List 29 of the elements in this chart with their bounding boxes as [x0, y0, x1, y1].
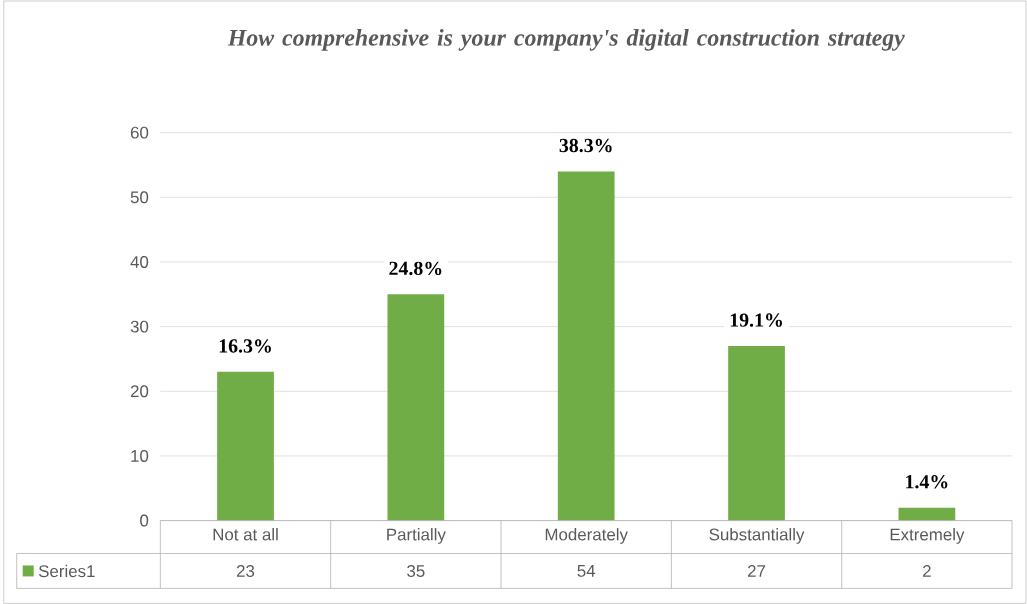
x-tick-label: Substantially: [709, 527, 805, 544]
bar: [728, 345, 785, 521]
x-tick-label: Partially: [387, 527, 446, 544]
annotation: 1.4%: [906, 474, 948, 489]
chart-title: How comprehensive is your company's digital construction strategy: [227, 28, 905, 51]
x-tick-label: Moderately: [545, 527, 628, 544]
x-tick-label: Extremely: [890, 527, 965, 544]
legend-label: Series1: [38, 564, 95, 577]
bar: [898, 507, 956, 521]
bar: [557, 171, 615, 521]
y-tick-label: 0: [140, 514, 149, 527]
y-tick-label: 60: [130, 126, 149, 139]
y-tick-label: 10: [131, 449, 149, 462]
data-label: 23: [236, 564, 255, 577]
data-label: 35: [407, 564, 425, 577]
data-label: 54: [577, 564, 596, 577]
bar: [217, 371, 274, 521]
annotation: 19.1%: [730, 313, 782, 327]
x-tick-label: Not at all: [213, 527, 278, 541]
annotation: 16.3%: [219, 339, 271, 353]
data-label: 2: [923, 564, 931, 577]
data-label: 27: [748, 564, 766, 577]
annotation: 24.8%: [389, 261, 442, 275]
y-tick-label: 50: [130, 191, 149, 204]
annotation: 38.3%: [559, 138, 612, 153]
y-tick-label: 30: [130, 320, 149, 333]
y-tick-label: 40: [130, 255, 149, 268]
y-tick-label: 20: [130, 385, 149, 398]
bar: [387, 294, 445, 521]
